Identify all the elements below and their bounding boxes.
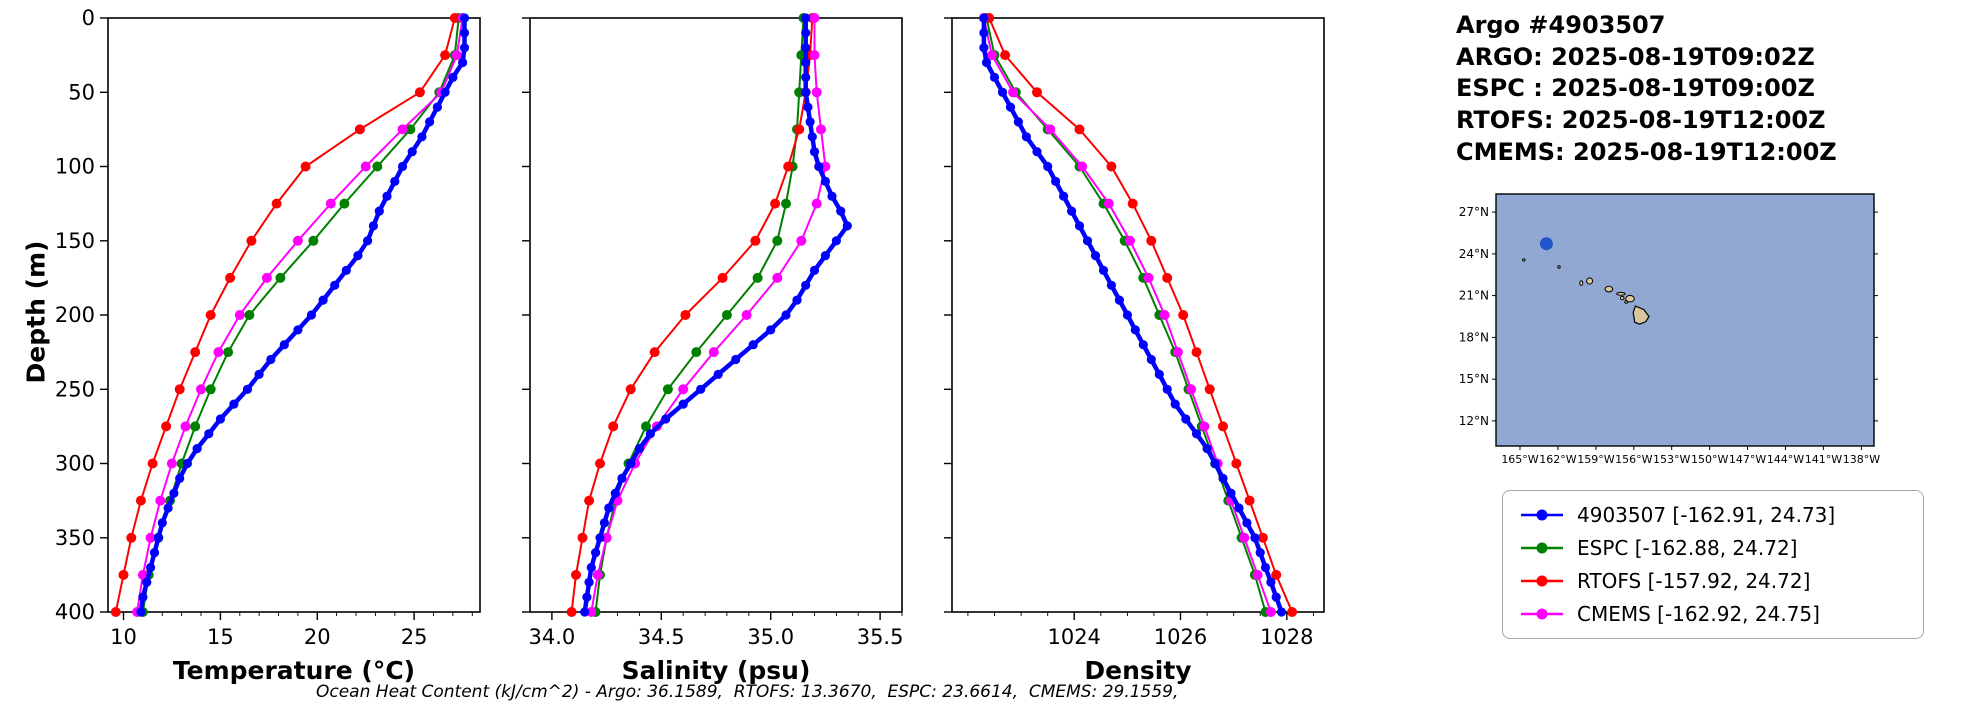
map-x-tick-label: 138°W xyxy=(1843,453,1880,466)
island-necker xyxy=(1522,258,1526,262)
x-tick-label: 10 xyxy=(110,625,137,649)
island-lanai xyxy=(1619,295,1625,301)
legend-item-label: ESPC [-162.88, 24.72] xyxy=(1577,536,1798,560)
island-hawaii xyxy=(1632,305,1650,325)
location-map: 165°W 162°W 159°W 156°W 153°W 150°W 147°W 144°W… xyxy=(1459,193,1880,466)
legend-marker-icon xyxy=(1521,509,1563,521)
series-line-ESPC xyxy=(141,17,460,613)
ohc-footer: Ocean Heat Content (kJ/cm^2) - Argo: 36.… xyxy=(316,682,1179,702)
map-y-tick-label: 18°N xyxy=(1459,330,1489,344)
island-nihoa xyxy=(1557,265,1561,269)
axis-ticks: 34.0 34.5 35.0 35.5 xyxy=(522,17,904,649)
y-tick-label: 150 xyxy=(55,229,95,253)
map-ticks: 165°W 162°W 159°W 156°W 153°W 150°W 147°W 144°W… xyxy=(1459,205,1880,466)
map-x-tick-label: 147°W xyxy=(1729,453,1766,466)
axes-frame xyxy=(107,17,481,613)
profile-panel-2: 34.0 34.5 35.0 35.5 Salinity (psu) xyxy=(522,13,903,685)
y-tick-label: 0 xyxy=(82,6,95,30)
x-axis-label: Temperature (°C) xyxy=(173,656,415,685)
map-frame xyxy=(1495,193,1875,447)
axis-ticks: 1024 1026 1028 xyxy=(944,17,1314,649)
legend-item-label: RTOFS [-157.92, 24.72] xyxy=(1577,569,1811,593)
y-tick-label: 200 xyxy=(55,303,95,327)
x-tick-label: 1024 xyxy=(1047,625,1100,649)
x-tick-label: 15 xyxy=(207,625,234,649)
map-y-tick-label: 15°N xyxy=(1459,372,1489,386)
map-x-tick-label: 144°W xyxy=(1767,453,1804,466)
legend-box: 4903507 [-162.91, 24.73] ESPC [-162.88, 2… xyxy=(1502,490,1924,639)
series-4903507 xyxy=(580,13,852,617)
legend-item-RTOFS: RTOFS [-157.92, 24.72] xyxy=(1519,567,1907,595)
argo-timestamp: ARGO: 2025-08-19T09:02Z xyxy=(1456,42,1815,71)
map-x-tick-label: 162°W xyxy=(1539,453,1576,466)
series-ESPC xyxy=(137,13,464,617)
float-position-marker xyxy=(1539,237,1553,251)
profile-panel-3: 1024 1026 1028 Density xyxy=(944,13,1325,685)
map-x-tick-label: 165°W xyxy=(1501,453,1538,466)
y-tick-label: 300 xyxy=(55,452,95,476)
map-y-tick-label: 24°N xyxy=(1459,247,1489,261)
series-RTOFS xyxy=(566,13,818,617)
map-x-tick-label: 153°W xyxy=(1653,453,1690,466)
y-tick-label: 250 xyxy=(55,377,95,401)
profile-charts-canvas: 10 15 20 25050100150200250300350400Temperat… xyxy=(55,6,1325,685)
map-x-tick-label: 141°W xyxy=(1805,453,1842,466)
legend-marker-icon xyxy=(1521,575,1563,587)
float-info-block: Argo #4903507 ARGO: 2025-08-19T09:02Z ES… xyxy=(1456,10,1837,168)
series-CMEMS xyxy=(586,13,831,617)
legend-item-label: 4903507 [-162.91, 24.73] xyxy=(1577,503,1836,527)
y-tick-label: 350 xyxy=(55,526,95,550)
axes-frame xyxy=(529,17,903,613)
legend-item-ESPC: ESPC [-162.88, 24.72] xyxy=(1519,534,1907,562)
espc-timestamp: ESPC : 2025-08-19T09:00Z xyxy=(1456,74,1815,103)
series-line-ESPC xyxy=(594,17,805,613)
series-ESPC xyxy=(590,13,809,617)
axes-frame xyxy=(951,17,1325,613)
island-maui xyxy=(1625,294,1635,303)
float-title: Argo #4903507 xyxy=(1456,11,1666,39)
series-RTOFS xyxy=(110,13,460,617)
x-tick-label: 35.0 xyxy=(747,625,794,649)
island-kauai xyxy=(1586,277,1594,285)
x-tick-label: 25 xyxy=(401,625,428,649)
legend-marker-icon xyxy=(1521,542,1563,554)
profile-panel-1: 10 15 20 25050100150200250300350400Temperat… xyxy=(55,6,481,685)
map-x-tick-label: 156°W xyxy=(1615,453,1652,466)
rtofs-timestamp: RTOFS: 2025-08-19T12:00Z xyxy=(1456,106,1826,135)
y-tick-label: 50 xyxy=(68,80,95,104)
map-y-tick-label: 12°N xyxy=(1459,414,1489,428)
island-niihau xyxy=(1579,280,1584,286)
y-tick-label: 100 xyxy=(55,155,95,179)
map-y-tick-label: 21°N xyxy=(1459,289,1489,303)
series-CMEMS xyxy=(132,13,468,617)
island-molokai xyxy=(1616,291,1626,296)
x-axis-label: Density xyxy=(1084,656,1191,685)
series-4903507 xyxy=(136,13,470,617)
x-tick-label: 34.0 xyxy=(529,625,576,649)
map-ocean xyxy=(1496,194,1874,446)
map-x-tick-label: 150°W xyxy=(1691,453,1728,466)
x-tick-label: 1026 xyxy=(1154,625,1207,649)
y-tick-label: 400 xyxy=(55,600,95,624)
series-4903507 xyxy=(979,13,1287,617)
x-tick-label: 35.5 xyxy=(857,625,904,649)
legend-item-label: CMEMS [-162.92, 24.75] xyxy=(1577,602,1820,626)
legend-marker-icon xyxy=(1521,608,1563,620)
x-tick-label: 34.5 xyxy=(638,625,685,649)
legend-item-CMEMS: CMEMS [-162.92, 24.75] xyxy=(1519,600,1907,628)
islands xyxy=(1522,258,1650,325)
series-line-CMEMS xyxy=(136,17,464,613)
map-x-tick-label: 159°W xyxy=(1577,453,1614,466)
x-axis-label: Salinity (psu) xyxy=(622,656,811,685)
x-tick-label: 20 xyxy=(304,625,331,649)
map-y-tick-label: 27°N xyxy=(1459,205,1489,219)
cmems-timestamp: CMEMS: 2025-08-19T12:00Z xyxy=(1456,137,1837,166)
island-oahu xyxy=(1604,285,1614,293)
series-line-4903507 xyxy=(138,18,467,613)
x-tick-label: 1028 xyxy=(1260,625,1313,649)
legend-item-4903507: 4903507 [-162.91, 24.73] xyxy=(1519,501,1907,529)
series-RTOFS xyxy=(984,13,1298,617)
